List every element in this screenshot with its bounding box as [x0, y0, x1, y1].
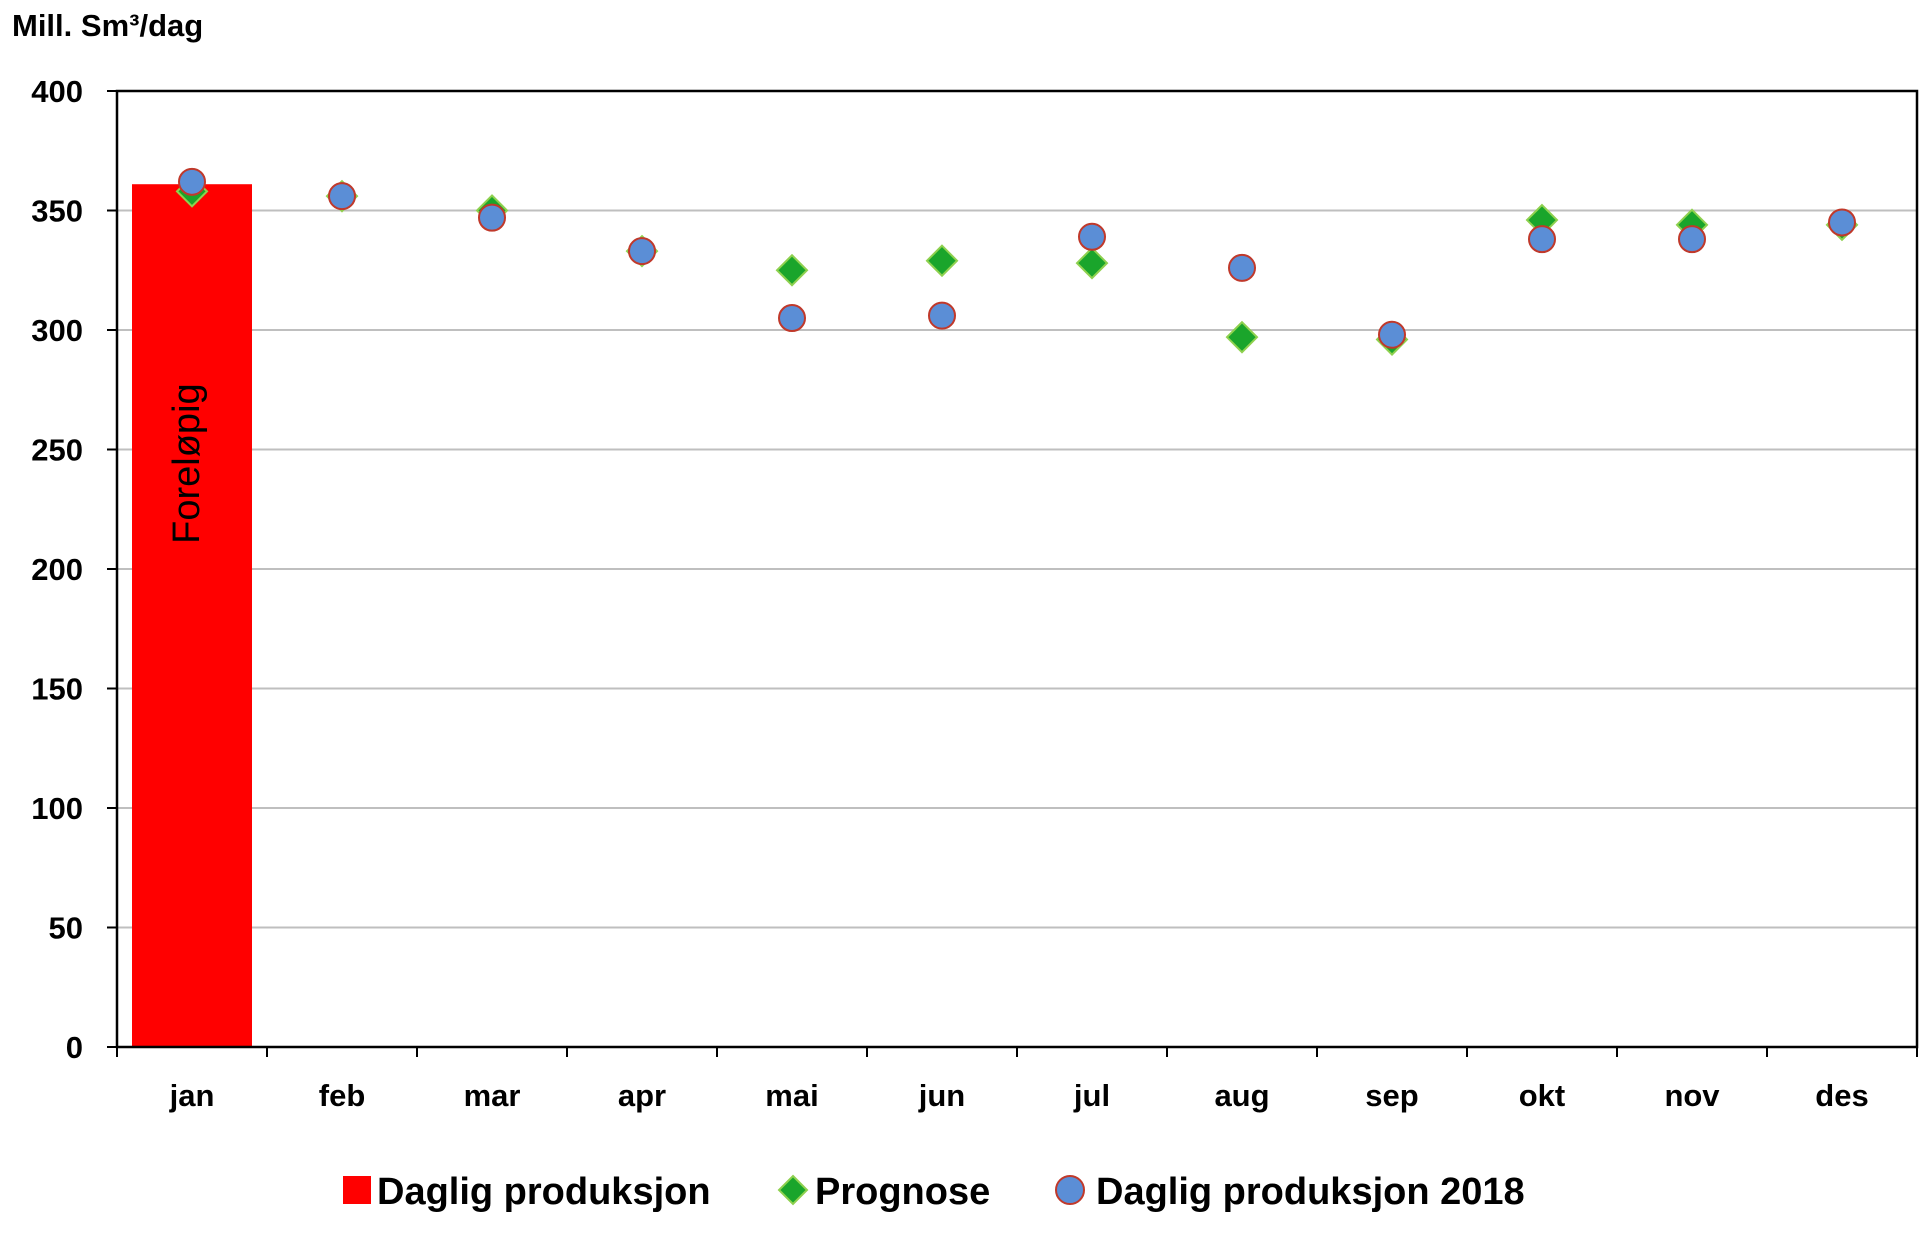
x-tick-label: jun	[918, 1078, 966, 1113]
production-2018-point	[778, 304, 806, 333]
legend-label: Prognose	[815, 1171, 990, 1213]
bar-annotation: Foreløpig	[166, 383, 208, 543]
plot-frame	[115, 89, 1919, 1049]
y-tick-label: 300	[31, 313, 83, 348]
production-2018-point	[1078, 222, 1106, 251]
y-tick-label: 0	[66, 1030, 83, 1065]
prognose-point	[1075, 246, 1109, 280]
y-tick-label: 100	[31, 791, 83, 826]
production-2018-point	[1378, 320, 1406, 349]
y-axis-ticks: 0 50 100 150 200 250 300 350 400	[31, 74, 117, 1065]
x-tick-label: aug	[1214, 1078, 1269, 1113]
x-tick-label: des	[1815, 1078, 1868, 1113]
x-tick-label: feb	[319, 1078, 366, 1113]
y-tick-label: 350	[31, 194, 83, 229]
x-tick-label: sep	[1365, 1078, 1418, 1113]
bar-series: Foreløpig	[132, 184, 252, 1047]
production-2018-point	[1678, 225, 1706, 254]
y-tick-label: 400	[31, 74, 83, 109]
gridlines	[117, 209, 1917, 929]
prognose-point	[1225, 320, 1259, 354]
production-2018-point	[628, 237, 656, 266]
x-tick-label: mai	[765, 1078, 818, 1113]
y-tick-label: 250	[31, 433, 83, 468]
legend: Daglig produksjon Prognose Daglig produksj…	[343, 1171, 1525, 1213]
y-tick-label: 150	[31, 672, 83, 707]
legend-swatch-diamond	[777, 1174, 809, 1206]
scatter-markers	[175, 167, 1859, 356]
legend-label: Daglig produksjon 2018	[1096, 1171, 1525, 1213]
bar	[132, 184, 252, 1047]
legend-swatch-bar	[343, 1176, 371, 1204]
x-tick-label: mar	[464, 1078, 521, 1113]
y-tick-label: 200	[31, 552, 83, 587]
legend-label: Daglig produksjon	[377, 1171, 711, 1213]
production-2018-point	[1228, 253, 1256, 282]
x-tick-label: nov	[1664, 1078, 1720, 1113]
production-2018-point	[1528, 225, 1556, 254]
production-2018-point	[328, 182, 356, 211]
legend-swatch-circle	[1055, 1175, 1085, 1205]
x-axis-ticks: jan feb mar apr mai jun jul aug sep okt nov des	[116, 1047, 1918, 1113]
production-2018-point	[478, 203, 506, 232]
production-2018-point	[928, 301, 956, 330]
x-tick-label: apr	[618, 1078, 666, 1113]
prognose-point	[925, 244, 959, 278]
production-2018-point	[178, 167, 206, 196]
production-2018-point	[1828, 208, 1856, 237]
x-tick-label: jan	[169, 1078, 215, 1113]
y-axis-unit-label: Mill. Sm³/dag	[12, 8, 203, 43]
x-tick-label: okt	[1519, 1078, 1566, 1113]
y-tick-label: 50	[49, 911, 83, 946]
prognose-point	[775, 253, 809, 287]
x-tick-label: jul	[1073, 1078, 1110, 1113]
